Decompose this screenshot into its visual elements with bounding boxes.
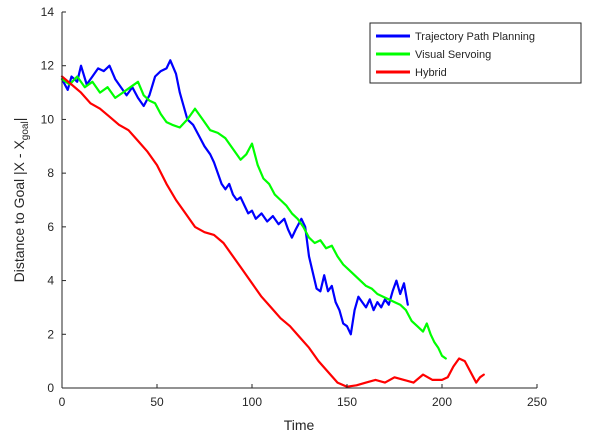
- x-tick-label: 50: [150, 395, 164, 409]
- x-tick-label: 100: [242, 395, 262, 409]
- y-tick-label: 4: [47, 274, 54, 288]
- series-line-hybrid: [60, 75, 485, 388]
- y-tick-label: 2: [47, 327, 54, 341]
- y-axis-title-end: |: [11, 118, 27, 122]
- x-tick-label: 150: [337, 395, 357, 409]
- legend-label: Visual Servoing: [415, 49, 491, 61]
- legend-label: Trajectory Path Planning: [415, 31, 535, 43]
- y-tick-label: 8: [47, 166, 54, 180]
- y-ticks: 0 2 4 6 8 10 12 14: [41, 5, 66, 395]
- y-tick-label: 6: [47, 220, 54, 234]
- x-ticks: 0 50 100 150 200 250: [59, 384, 547, 409]
- y-tick-label: 10: [41, 112, 55, 126]
- y-axis-title-main: Distance to Goal |X - X: [11, 140, 27, 283]
- y-tick-label: 12: [41, 59, 55, 73]
- y-tick-label: 0: [47, 381, 54, 395]
- plot-area: 0 50 100 150 200 250 0 2 4 6 8 10 12 14: [41, 5, 548, 409]
- x-tick-label: 200: [432, 395, 452, 409]
- legend-label: Hybrid: [415, 67, 447, 79]
- y-tick-label: 14: [41, 5, 55, 19]
- y-axis-title-subscript: goal: [20, 121, 31, 140]
- x-tick-label: 250: [527, 395, 547, 409]
- series-line-visual-servoing: [60, 75, 447, 360]
- legend: Trajectory Path Planning Visual Servoing H…: [369, 22, 582, 84]
- x-tick-label: 0: [59, 395, 66, 409]
- y-axis-title: Distance to Goal |X - Xgoal|: [11, 118, 31, 283]
- series-line-trajectory-path-planning: [60, 59, 409, 336]
- series-layer: [60, 59, 485, 388]
- x-axis-title: Time: [284, 417, 315, 433]
